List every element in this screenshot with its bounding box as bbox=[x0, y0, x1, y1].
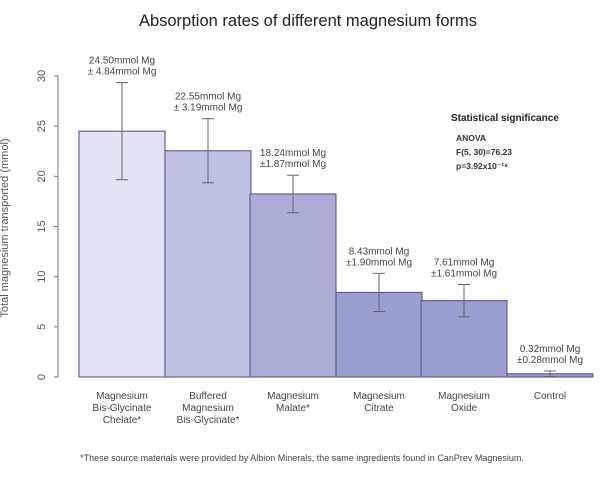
category-label-line: Magnesium bbox=[438, 391, 490, 402]
category-label-line: Malate* bbox=[276, 403, 310, 414]
bar bbox=[249, 193, 337, 378]
value-label-line: ±1.61mmol Mg bbox=[431, 268, 497, 279]
category-label: Buffered Magnesium Bis-Glycinate* bbox=[177, 391, 240, 426]
category-label-line: Control bbox=[534, 391, 566, 402]
y-tick-label: 5 bbox=[36, 324, 48, 330]
y-tick-label: 15 bbox=[36, 220, 48, 232]
value-label: 0.32mmol Mg ±0.28mmol Mg bbox=[517, 344, 583, 366]
value-label: 7.61mmol Mg ±1.61mmol Mg bbox=[431, 257, 497, 279]
category-label: Magnesium Oxide bbox=[438, 391, 490, 414]
category-label-line: Magnesium bbox=[182, 403, 234, 414]
value-label-line: 7.61mmol Mg bbox=[434, 257, 495, 268]
category-label: Magnesium Malate* bbox=[267, 391, 319, 414]
error-bars bbox=[116, 82, 556, 378]
chart-title: Absorption rates of different magnesium … bbox=[139, 12, 477, 30]
value-label-line: 8.43mmol Mg bbox=[349, 246, 410, 257]
category-label-line: Magnesium bbox=[96, 391, 148, 402]
y-axis-ticks: 0 5 10 15 20 25 30 bbox=[36, 70, 58, 380]
category-label: Magnesium Bis-Glycinate Chelate* bbox=[93, 391, 152, 426]
y-tick-label: 0 bbox=[36, 374, 48, 380]
value-label-line: ±1.87mmol Mg bbox=[260, 159, 326, 170]
stat-title: Statistical significance bbox=[451, 113, 559, 124]
category-label-line: Chelate* bbox=[103, 415, 141, 426]
value-label-line: ± 3.19mmol Mg bbox=[174, 103, 243, 114]
value-label: 24.50mmol Mg ± 4.84mmol Mg bbox=[88, 56, 157, 78]
y-tick-label: 10 bbox=[36, 271, 48, 283]
value-label-line: ± 4.84mmol Mg bbox=[88, 67, 157, 78]
value-label-line: 0.32mmol Mg bbox=[520, 344, 581, 355]
bar bbox=[164, 150, 252, 378]
y-tick-label: 30 bbox=[36, 70, 48, 82]
value-label-line: 22.55mmol Mg bbox=[175, 92, 241, 103]
category-label-line: Citrate bbox=[364, 403, 394, 414]
category-label-line: Bis-Glycinate bbox=[93, 403, 152, 414]
y-tick-label: 25 bbox=[36, 120, 48, 132]
y-axis-label: Total magnesium transported (mmol) bbox=[0, 138, 11, 317]
statistics-annotation: Statistical significance ANOVA F(5, 30)=… bbox=[451, 113, 559, 171]
category-label-line: Oxide bbox=[451, 403, 478, 414]
footnote: *These source materials were provided by… bbox=[80, 453, 524, 463]
category-label-line: Magnesium bbox=[353, 391, 405, 402]
stat-line-anova: ANOVA bbox=[456, 133, 486, 143]
value-label-line: ±1.90mmol Mg bbox=[346, 257, 412, 268]
category-label-line: Buffered bbox=[189, 391, 227, 402]
category-label: Control bbox=[534, 391, 566, 402]
value-label-line: 24.50mmol Mg bbox=[89, 56, 155, 67]
category-label-line: Magnesium bbox=[267, 391, 319, 402]
stat-line-f: F(5, 30)=76.23 bbox=[456, 147, 512, 157]
category-label: Magnesium Citrate bbox=[353, 391, 405, 414]
stat-line-p: p=3.92x10⁻¹⁶ bbox=[456, 161, 508, 171]
category-labels: Magnesium Bis-Glycinate Chelate*Buffered Ma… bbox=[93, 391, 567, 426]
y-tick-label: 20 bbox=[36, 170, 48, 182]
value-label-line: 18.24mmol Mg bbox=[260, 148, 326, 159]
value-labels: 24.50mmol Mg ± 4.84mmol Mg 22.55mmol Mg ± 3… bbox=[88, 56, 583, 366]
category-label-line: Bis-Glycinate* bbox=[177, 415, 240, 426]
value-label: 18.24mmol Mg ±1.87mmol Mg bbox=[260, 148, 326, 170]
value-label: 8.43mmol Mg ±1.90mmol Mg bbox=[346, 246, 412, 268]
value-label-line: ±0.28mmol Mg bbox=[517, 355, 583, 366]
value-label: 22.55mmol Mg ± 3.19mmol Mg bbox=[174, 92, 243, 114]
bars bbox=[78, 130, 594, 378]
